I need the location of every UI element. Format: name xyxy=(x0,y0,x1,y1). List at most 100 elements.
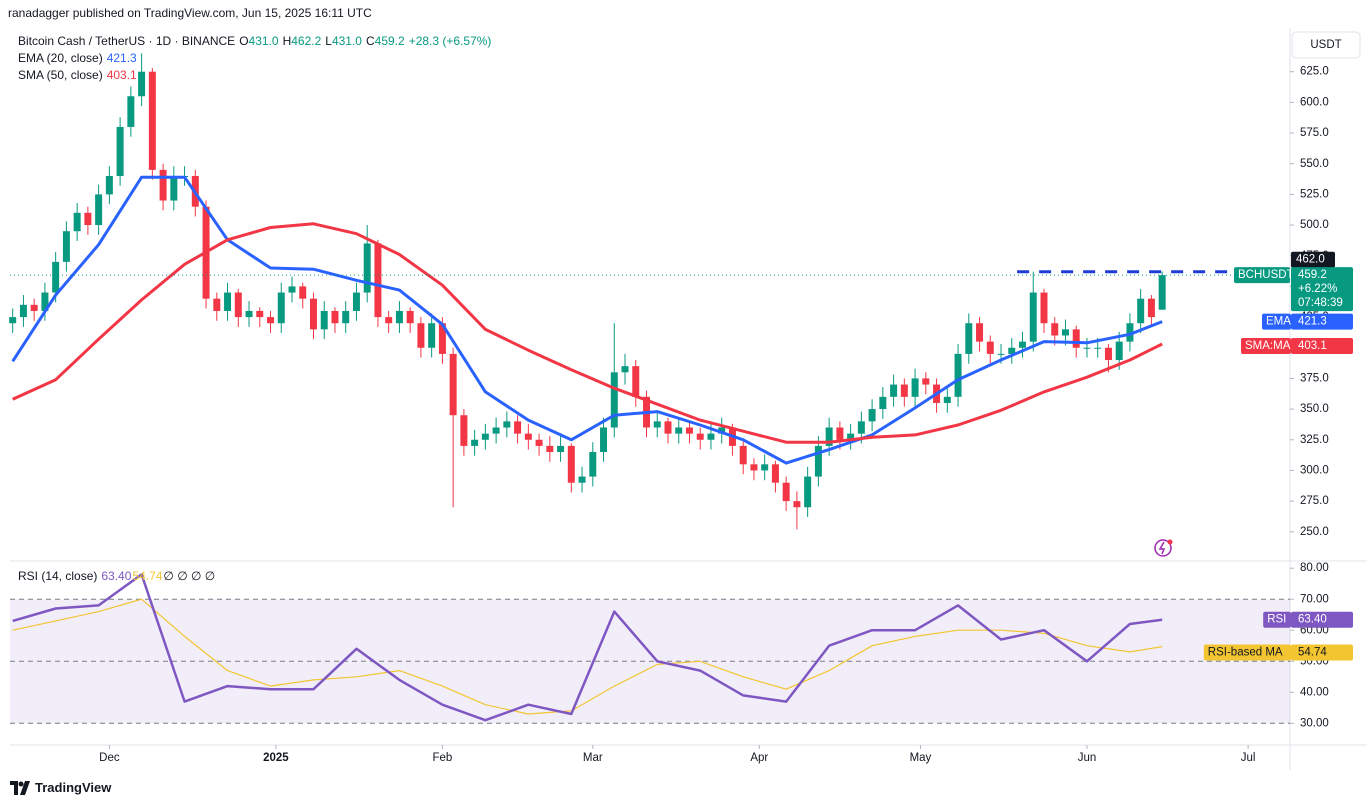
candle-body xyxy=(911,378,919,397)
candle-body xyxy=(481,433,489,440)
y-tick-label: 350.0 xyxy=(1300,403,1329,415)
candle-body xyxy=(288,286,296,293)
candle-body xyxy=(718,427,726,434)
candle-body xyxy=(1158,275,1166,310)
ohlc-key: O xyxy=(239,34,249,48)
candle-body xyxy=(342,310,350,324)
y-tick-label: 30.00 xyxy=(1300,717,1329,729)
ohlc-key: L xyxy=(325,34,332,48)
candle-body xyxy=(395,310,403,324)
candle-body xyxy=(417,323,425,348)
ohlc-value: 459.2 xyxy=(374,34,405,48)
currency-button[interactable] xyxy=(1291,31,1361,59)
candle-body xyxy=(1008,347,1016,354)
candle-body xyxy=(685,427,693,434)
candle-body xyxy=(621,366,629,373)
price-tag xyxy=(1291,267,1353,312)
change: +28.3 (+6.57%) xyxy=(408,34,492,48)
candle-body xyxy=(514,421,522,434)
symbol-title: Bitcoin Cash / TetherUS · 1D · BINANCE xyxy=(18,34,236,48)
alert-icon[interactable] xyxy=(1154,539,1173,557)
level-tag-label: 462.0 xyxy=(1296,254,1325,266)
indicator-tag-name: RSI xyxy=(1267,614,1286,626)
candle-body xyxy=(62,231,70,262)
candle-body xyxy=(492,427,500,434)
ohlc-key: H xyxy=(282,34,292,48)
price-tag-change: +6.22% xyxy=(1298,283,1337,295)
candle-body xyxy=(1115,341,1123,361)
candle-body xyxy=(847,433,855,440)
candle-body xyxy=(19,304,27,318)
candle-body xyxy=(1072,329,1080,348)
candle-body xyxy=(116,126,124,176)
candle-body xyxy=(1061,329,1069,336)
candle-body xyxy=(879,396,887,410)
legend-row: Bitcoin Cash / TetherUS · 1D · BINANCE O 4… xyxy=(18,33,495,50)
candle-body xyxy=(234,292,242,318)
indicator-name: SMA (50, close) xyxy=(18,68,103,82)
x-tick-label: 2025 xyxy=(263,752,289,764)
candle-body xyxy=(535,439,543,446)
candle-body xyxy=(632,366,640,397)
candle-body xyxy=(868,409,876,422)
candle-body xyxy=(589,452,597,477)
indicator-tag-value-bg xyxy=(1291,611,1353,628)
currency-label: USDT xyxy=(1310,39,1341,51)
candle-body xyxy=(836,427,844,440)
rsi-legend: RSI (14, close) 63.4054.74∅ ∅ ∅ ∅ xyxy=(18,568,219,585)
candle-body xyxy=(1147,298,1155,318)
indicator-tag-name-bg xyxy=(1203,644,1291,661)
ma-tag-name-bg xyxy=(1262,313,1291,330)
candle-body xyxy=(900,384,908,397)
candle-body xyxy=(675,427,683,434)
indicator-tag-value: 63.40 xyxy=(1298,614,1327,626)
candle-body xyxy=(986,341,994,354)
candle-body xyxy=(352,292,360,311)
moving-average-line xyxy=(12,222,1163,444)
candle-body xyxy=(739,445,747,465)
ma-tag-name: SMA:MA xyxy=(1245,340,1291,352)
candle-body xyxy=(213,298,221,311)
candle-body xyxy=(84,212,92,226)
x-tick-label: Mar xyxy=(583,752,603,764)
candle-body xyxy=(320,310,328,330)
candle-body xyxy=(449,353,457,416)
candle-body xyxy=(1104,347,1112,361)
candle-body xyxy=(1137,298,1145,324)
price-tag-value: 459.2 xyxy=(1298,269,1327,281)
x-tick-label: Apr xyxy=(750,752,768,764)
x-tick-label: Dec xyxy=(99,752,120,764)
alert-dot xyxy=(1167,539,1173,545)
legend-row: RSI (14, close) 63.4054.74∅ ∅ ∅ ∅ xyxy=(18,568,219,585)
candle-body xyxy=(943,396,951,403)
ma-tag-name-bg xyxy=(1241,337,1291,354)
y-tick-label: 550.0 xyxy=(1300,158,1329,170)
candle-body xyxy=(1051,323,1059,336)
moving-average-line xyxy=(11,175,1163,465)
candle-body xyxy=(696,433,704,440)
candle-body xyxy=(267,317,275,324)
y-tick-label: 525.0 xyxy=(1300,188,1329,200)
candle-body xyxy=(557,445,565,453)
candle-body xyxy=(890,384,898,397)
candle-body xyxy=(503,421,511,428)
ma-tag-value-bg xyxy=(1291,313,1353,330)
candle-body xyxy=(170,175,178,201)
y-tick-label: 600.0 xyxy=(1300,96,1329,108)
candle-body xyxy=(1040,292,1048,324)
candle-body xyxy=(374,243,382,318)
indicator-line xyxy=(12,573,1163,722)
candle-body xyxy=(30,304,38,311)
candle-body xyxy=(546,445,554,453)
ohlc-value: 462.2 xyxy=(291,34,322,48)
ma-tag-value-bg xyxy=(1291,337,1353,354)
indicator-value: 421.3 xyxy=(106,51,137,65)
candle-body xyxy=(52,261,60,293)
candle-body xyxy=(771,464,779,483)
candle-body xyxy=(148,71,156,170)
indicator-value: 54.74 xyxy=(132,569,163,583)
ohlc-key: C xyxy=(365,34,375,48)
candle-body xyxy=(814,445,822,477)
candle-body xyxy=(471,439,479,446)
